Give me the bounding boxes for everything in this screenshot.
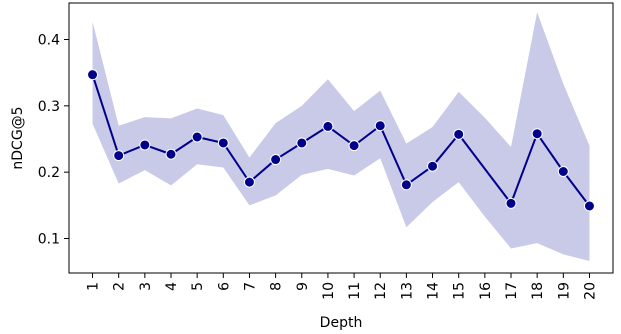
data-point (243, 176, 255, 188)
x-tick-label: 3 (138, 282, 154, 291)
x-tick-label: 12 (373, 282, 389, 300)
x-tick-label: 17 (504, 282, 520, 300)
data-point (400, 179, 412, 191)
data-point (296, 137, 308, 149)
data-point (348, 140, 360, 152)
data-point (531, 128, 543, 140)
y-tick-label: 0.3 (38, 99, 60, 115)
axes (68, 2, 614, 274)
y-axis-label: nDCG@5 (10, 106, 26, 169)
x-tick-label: 20 (582, 282, 598, 300)
data-point (87, 69, 99, 81)
y-tick-label: 0.4 (38, 32, 60, 48)
data-point (191, 131, 203, 143)
data-point (453, 128, 465, 140)
x-tick-label: 10 (321, 282, 337, 300)
x-axis-label: Depth (320, 315, 363, 331)
data-point (583, 200, 595, 212)
y-tick-label: 0.1 (38, 232, 60, 248)
data-point (217, 137, 229, 149)
x-tick-label: 6 (216, 282, 232, 291)
x-tick-label: 18 (530, 282, 546, 300)
x-tick-label: 1 (86, 282, 102, 291)
x-tick-label: 5 (190, 282, 206, 291)
data-point (165, 148, 177, 160)
x-tick-label: 14 (426, 282, 442, 300)
x-tick-label: 8 (269, 282, 285, 291)
x-tick-label: 9 (295, 282, 311, 291)
data-point (322, 120, 334, 132)
data-point (505, 197, 517, 209)
data-point (270, 154, 282, 166)
x-tick-label: 13 (399, 282, 415, 300)
x-tick-label: 11 (347, 282, 363, 300)
y-tick-label: 0.2 (38, 165, 60, 181)
x-tick-label: 7 (242, 282, 258, 291)
data-point (113, 150, 125, 162)
x-tick-label: 4 (164, 282, 180, 291)
data-point (427, 160, 439, 172)
x-tick-label: 16 (478, 282, 494, 300)
data-point (557, 166, 569, 177)
x-tick-label: 19 (556, 282, 572, 300)
data-point (374, 120, 386, 132)
x-tick-label: 2 (112, 282, 128, 291)
data-point (139, 139, 151, 151)
plot-frame (68, 2, 614, 274)
x-axis-ticks: 1 2 3 4 5 6 7 8 9 10 11 12 13 14 15 16 17 18 19 20 (86, 273, 598, 300)
data-point-layer (87, 69, 595, 212)
y-axis-ticks: 0.1 0.2 0.3 0.4 (38, 32, 69, 248)
x-tick-label: 15 (452, 282, 468, 300)
